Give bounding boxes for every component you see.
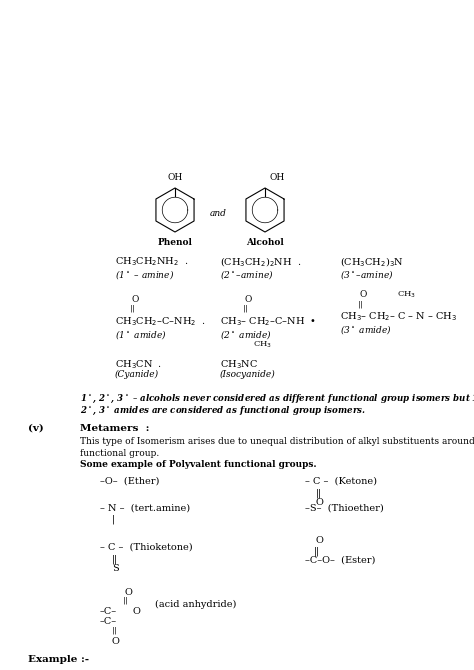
- Text: – N –  (tert.amine): – N – (tert.amine): [100, 504, 190, 513]
- Text: O: O: [316, 536, 324, 545]
- Text: CH$_3$: CH$_3$: [253, 340, 272, 350]
- Text: – C –  (Thioketone): – C – (Thioketone): [100, 543, 192, 552]
- Text: |: |: [112, 515, 115, 525]
- Text: OH: OH: [270, 173, 285, 182]
- Text: Some example of Polyvalent functional groups.: Some example of Polyvalent functional gr…: [80, 460, 317, 469]
- Text: Metamers  :: Metamers :: [80, 424, 149, 433]
- Text: Example :-: Example :-: [28, 655, 89, 664]
- Text: – C –  (Ketone): – C – (Ketone): [305, 477, 377, 486]
- Text: (1$^\circ$ amide): (1$^\circ$ amide): [115, 328, 167, 341]
- Text: (2$^\circ$–amine): (2$^\circ$–amine): [220, 268, 273, 281]
- Text: This type of Isomerism arises due to unequal distribution of alkyl substituents : This type of Isomerism arises due to une…: [80, 437, 474, 446]
- Text: (2$^\circ$ amide): (2$^\circ$ amide): [220, 328, 272, 341]
- Text: –C–O–  (Ester): –C–O– (Ester): [305, 556, 375, 565]
- Text: (3$^\circ$–amine): (3$^\circ$–amine): [340, 268, 393, 281]
- Text: O: O: [316, 498, 324, 507]
- Text: –S–  (Thioether): –S– (Thioether): [305, 504, 384, 513]
- Text: CH$_3$– CH$_2$– C – N – CH$_3$: CH$_3$– CH$_2$– C – N – CH$_3$: [340, 310, 457, 323]
- Text: S: S: [112, 564, 119, 573]
- Text: ||: ||: [130, 305, 136, 313]
- Text: CH$_3$: CH$_3$: [397, 290, 416, 301]
- Text: (Isocyanide): (Isocyanide): [220, 370, 276, 379]
- Text: O: O: [359, 290, 367, 299]
- Text: (Cyanide): (Cyanide): [115, 370, 159, 379]
- Text: (CH$_3$CH$_2$)$_2$NH  .: (CH$_3$CH$_2$)$_2$NH .: [220, 255, 301, 269]
- Text: ||: ||: [112, 554, 118, 563]
- Text: (1$^\circ$ – amine): (1$^\circ$ – amine): [115, 268, 174, 281]
- Text: O: O: [124, 588, 132, 597]
- Text: –O–  (Ether): –O– (Ether): [100, 477, 159, 486]
- Text: –C–: –C–: [100, 617, 117, 626]
- Text: CH$_3$CH$_2$–C–NH$_2$  .: CH$_3$CH$_2$–C–NH$_2$ .: [115, 315, 206, 328]
- Text: –C–: –C–: [100, 607, 117, 616]
- Text: 2$^\circ$, 3$^\circ$ amides are considered as functional group isomers.: 2$^\circ$, 3$^\circ$ amides are consider…: [80, 405, 366, 417]
- Text: CH$_3$NC: CH$_3$NC: [220, 358, 258, 371]
- Text: (acid anhydride): (acid anhydride): [155, 600, 237, 609]
- Text: and: and: [210, 208, 227, 218]
- Text: O: O: [112, 637, 120, 646]
- Text: (CH$_3$CH$_2$)$_3$N: (CH$_3$CH$_2$)$_3$N: [340, 255, 404, 269]
- Text: ||: ||: [243, 305, 249, 313]
- Text: O: O: [244, 295, 252, 304]
- Text: ||: ||: [358, 300, 364, 308]
- Text: 1$^\circ$, 2$^\circ$, 3$^\circ$ – alcohols never considered as different functio: 1$^\circ$, 2$^\circ$, 3$^\circ$ – alcoho…: [80, 393, 474, 405]
- Text: Phenol: Phenol: [157, 238, 192, 247]
- Text: CH$_3$– CH$_2$–C–NH  •: CH$_3$– CH$_2$–C–NH •: [220, 315, 316, 328]
- Text: functional group.: functional group.: [80, 449, 159, 458]
- Text: ||: ||: [123, 597, 129, 605]
- Text: CH$_3$CH$_2$NH$_2$  .: CH$_3$CH$_2$NH$_2$ .: [115, 255, 189, 268]
- Text: O: O: [131, 295, 139, 304]
- Text: CH$_3$CN  .: CH$_3$CN .: [115, 358, 162, 371]
- Text: (v): (v): [28, 424, 44, 433]
- Text: OH: OH: [167, 173, 182, 182]
- Text: ||: ||: [316, 488, 322, 498]
- Text: ||: ||: [314, 546, 320, 555]
- Text: ||: ||: [112, 627, 118, 635]
- Text: (3$^\circ$ amide): (3$^\circ$ amide): [340, 323, 392, 336]
- Text: O: O: [133, 607, 141, 616]
- Text: Alcohol: Alcohol: [246, 238, 284, 247]
